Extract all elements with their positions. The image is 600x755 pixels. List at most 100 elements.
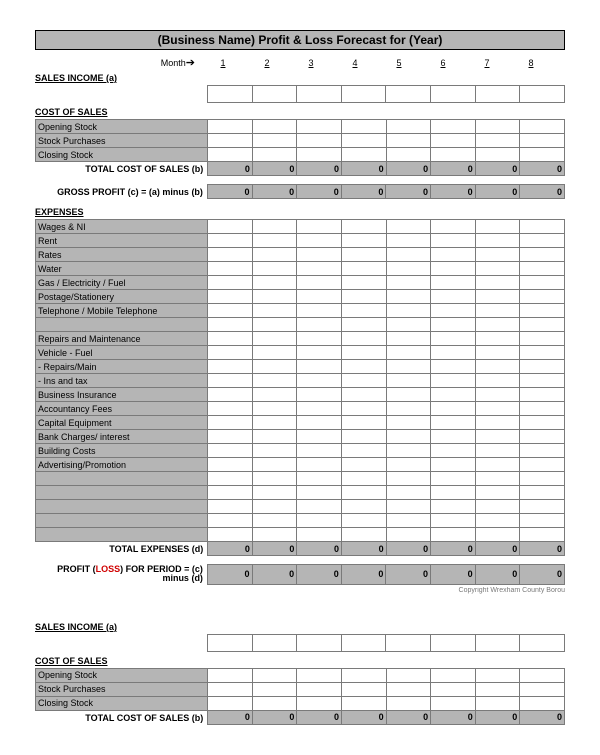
data-cell[interactable]	[386, 634, 431, 651]
data-cell[interactable]	[520, 486, 565, 500]
data-cell[interactable]	[520, 388, 565, 402]
data-cell[interactable]	[520, 134, 565, 148]
data-cell[interactable]	[431, 86, 476, 103]
data-cell[interactable]	[297, 696, 342, 710]
data-cell[interactable]	[252, 248, 297, 262]
data-cell[interactable]	[475, 120, 520, 134]
data-cell[interactable]	[252, 134, 297, 148]
data-cell[interactable]	[297, 248, 342, 262]
data-cell[interactable]	[208, 514, 253, 528]
data-cell[interactable]	[386, 134, 431, 148]
data-cell[interactable]	[208, 220, 253, 234]
data-cell[interactable]	[386, 318, 431, 332]
data-cell[interactable]	[431, 668, 476, 682]
data-cell[interactable]	[386, 304, 431, 318]
data-cell[interactable]	[520, 346, 565, 360]
data-cell[interactable]	[431, 332, 476, 346]
data-cell[interactable]	[475, 134, 520, 148]
data-cell[interactable]	[252, 360, 297, 374]
data-cell[interactable]	[297, 290, 342, 304]
data-cell[interactable]	[431, 634, 476, 651]
data-cell[interactable]	[342, 276, 387, 290]
data-cell[interactable]	[252, 416, 297, 430]
data-cell[interactable]	[475, 430, 520, 444]
data-cell[interactable]	[342, 134, 387, 148]
data-cell[interactable]	[252, 276, 297, 290]
data-cell[interactable]	[342, 262, 387, 276]
data-cell[interactable]	[208, 682, 253, 696]
data-cell[interactable]	[386, 430, 431, 444]
data-cell[interactable]	[297, 458, 342, 472]
data-cell[interactable]	[386, 416, 431, 430]
data-cell[interactable]	[431, 346, 476, 360]
data-cell[interactable]	[475, 220, 520, 234]
data-cell[interactable]	[297, 634, 342, 651]
data-cell[interactable]	[297, 134, 342, 148]
data-cell[interactable]	[342, 220, 387, 234]
data-cell[interactable]	[342, 234, 387, 248]
data-cell[interactable]	[386, 220, 431, 234]
data-cell[interactable]	[208, 134, 253, 148]
data-cell[interactable]	[207, 634, 252, 651]
data-cell[interactable]	[297, 514, 342, 528]
data-cell[interactable]	[431, 374, 476, 388]
data-cell[interactable]	[342, 360, 387, 374]
data-cell[interactable]	[431, 276, 476, 290]
data-cell[interactable]	[386, 486, 431, 500]
data-cell[interactable]	[252, 148, 297, 162]
data-cell[interactable]	[342, 416, 387, 430]
data-cell[interactable]	[520, 514, 565, 528]
data-cell[interactable]	[252, 346, 297, 360]
data-cell[interactable]	[475, 234, 520, 248]
data-cell[interactable]	[386, 120, 431, 134]
data-cell[interactable]	[431, 304, 476, 318]
data-cell[interactable]	[386, 86, 431, 103]
data-cell[interactable]	[297, 346, 342, 360]
data-cell[interactable]	[431, 262, 476, 276]
data-cell[interactable]	[431, 234, 476, 248]
data-cell[interactable]	[520, 304, 565, 318]
data-cell[interactable]	[297, 472, 342, 486]
data-cell[interactable]	[431, 500, 476, 514]
data-cell[interactable]	[252, 472, 297, 486]
data-cell[interactable]	[386, 500, 431, 514]
data-cell[interactable]	[208, 304, 253, 318]
data-cell[interactable]	[252, 458, 297, 472]
data-cell[interactable]	[252, 374, 297, 388]
data-cell[interactable]	[208, 668, 253, 682]
data-cell[interactable]	[386, 346, 431, 360]
data-cell[interactable]	[297, 360, 342, 374]
data-cell[interactable]	[431, 388, 476, 402]
data-cell[interactable]	[520, 458, 565, 472]
data-cell[interactable]	[520, 360, 565, 374]
data-cell[interactable]	[386, 472, 431, 486]
data-cell[interactable]	[386, 458, 431, 472]
data-cell[interactable]	[520, 220, 565, 234]
data-cell[interactable]	[431, 682, 476, 696]
data-cell[interactable]	[297, 262, 342, 276]
data-cell[interactable]	[475, 360, 520, 374]
data-cell[interactable]	[252, 332, 297, 346]
data-cell[interactable]	[252, 290, 297, 304]
data-cell[interactable]	[520, 444, 565, 458]
data-cell[interactable]	[431, 134, 476, 148]
data-cell[interactable]	[386, 276, 431, 290]
data-cell[interactable]	[520, 500, 565, 514]
data-cell[interactable]	[252, 696, 297, 710]
data-cell[interactable]	[342, 148, 387, 162]
data-cell[interactable]	[386, 290, 431, 304]
data-cell[interactable]	[475, 374, 520, 388]
data-cell[interactable]	[252, 682, 297, 696]
data-cell[interactable]	[208, 332, 253, 346]
data-cell[interactable]	[520, 248, 565, 262]
data-cell[interactable]	[342, 514, 387, 528]
data-cell[interactable]	[208, 696, 253, 710]
data-cell[interactable]	[475, 682, 520, 696]
data-cell[interactable]	[208, 318, 253, 332]
data-cell[interactable]	[342, 430, 387, 444]
data-cell[interactable]	[208, 290, 253, 304]
data-cell[interactable]	[252, 486, 297, 500]
data-cell[interactable]	[386, 528, 431, 542]
data-cell[interactable]	[475, 458, 520, 472]
data-cell[interactable]	[520, 416, 565, 430]
